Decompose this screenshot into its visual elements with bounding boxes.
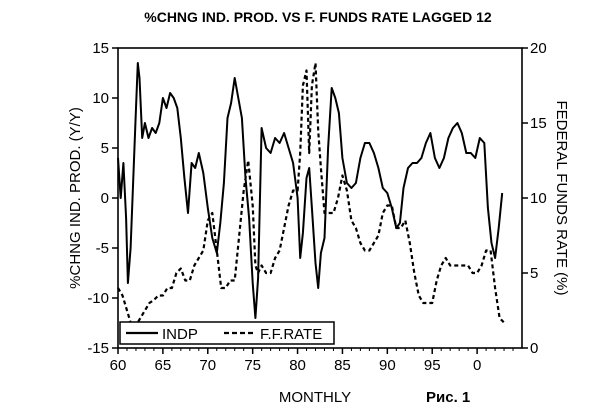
- figure-label: Рис. 1: [426, 389, 470, 406]
- x-tick-label: 60: [110, 357, 127, 374]
- x-tick-label: 95: [424, 357, 441, 374]
- x-tick-label: 0: [473, 357, 481, 374]
- right-tick-label: 10: [530, 190, 547, 207]
- x-tick-label: 65: [155, 357, 172, 374]
- right-tick-label: 5: [530, 265, 538, 282]
- plot-frame: [117, 47, 523, 349]
- legend-label-ffrate: F.F.RATE: [260, 326, 322, 343]
- x-tick-label: 70: [199, 357, 216, 374]
- legend-label-indp: INDP: [162, 326, 198, 343]
- x-tick-label: 90: [379, 357, 396, 374]
- left-tick-label: 5: [101, 140, 109, 157]
- left-tick-label: -5: [96, 240, 109, 257]
- x-axis-label: MONTHLY: [279, 389, 351, 406]
- x-tick-label: 75: [244, 357, 261, 374]
- right-tick-label: 0: [530, 340, 538, 357]
- legend: INDP F.F.RATE: [119, 321, 335, 345]
- series-lines: [117, 61, 505, 327]
- left-tick-label: -10: [87, 290, 109, 307]
- right-axis: 0 5 10 15 20: [522, 40, 547, 357]
- series-line-indp: [117, 62, 504, 319]
- left-axis-label: %CHNG IND. PROD. (Y/Y): [67, 107, 84, 289]
- left-tick-label: 10: [92, 90, 109, 107]
- right-axis-label: FEDERAL FUNDS RATE (%): [553, 100, 570, 295]
- x-tick-label: 85: [334, 357, 351, 374]
- left-tick-label: 15: [92, 40, 109, 57]
- chart-title: %CHNG IND. PROD. VS F. FUNDS RATE LAGGED…: [144, 9, 492, 25]
- right-tick-label: 15: [530, 115, 547, 132]
- left-tick-label: 0: [101, 190, 109, 207]
- right-tick-label: 20: [530, 40, 547, 57]
- left-axis: -15 -10 -5 0 5 10 15: [87, 40, 118, 357]
- left-tick-label: -15: [87, 340, 109, 357]
- x-tick-label: 80: [289, 357, 306, 374]
- series-line-f-f-rate: [117, 61, 505, 327]
- x-axis: 60 65 70 75 80 85 90 95 0: [110, 348, 514, 374]
